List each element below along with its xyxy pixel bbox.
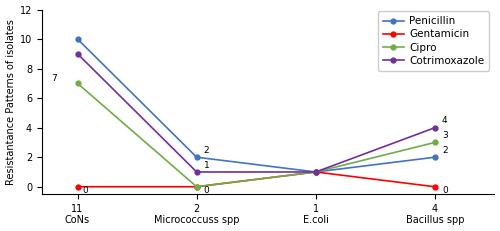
Cipro (74, 82, 80, 85)
Line: Penicillin: Penicillin (75, 37, 438, 174)
Gentamicin (313, 170, 319, 173)
Gentamicin (74, 185, 80, 188)
Text: 0: 0 (204, 186, 210, 195)
Cotrimoxazole (313, 170, 319, 173)
Y-axis label: Resistantance Patterns of isolates: Resistantance Patterns of isolates (6, 19, 16, 185)
Cotrimoxazole (74, 52, 80, 55)
Penicillin (313, 170, 319, 173)
Cotrimoxazole (194, 170, 200, 173)
Cotrimoxazole (432, 126, 438, 129)
Penicillin (432, 156, 438, 159)
Text: 0: 0 (82, 186, 88, 195)
Text: 0: 0 (442, 186, 448, 195)
Line: Cotrimoxazole: Cotrimoxazole (75, 52, 438, 174)
Gentamicin (194, 185, 200, 188)
Line: Gentamicin: Gentamicin (75, 170, 438, 189)
Text: 2: 2 (442, 146, 448, 155)
Text: 3: 3 (442, 131, 448, 140)
Penicillin (194, 156, 200, 159)
Text: 7: 7 (52, 74, 57, 83)
Cipro (432, 141, 438, 144)
Gentamicin (432, 185, 438, 188)
Legend: Penicillin, Gentamicin, Cipro, Cotrimoxazole: Penicillin, Gentamicin, Cipro, Cotrimoxa… (378, 11, 489, 71)
Cipro (194, 185, 200, 188)
Line: Cipro: Cipro (75, 81, 438, 189)
Text: 2: 2 (204, 146, 210, 155)
Penicillin (74, 38, 80, 40)
Text: 1: 1 (204, 161, 210, 170)
Cipro (313, 170, 319, 173)
Text: 4: 4 (442, 116, 448, 125)
